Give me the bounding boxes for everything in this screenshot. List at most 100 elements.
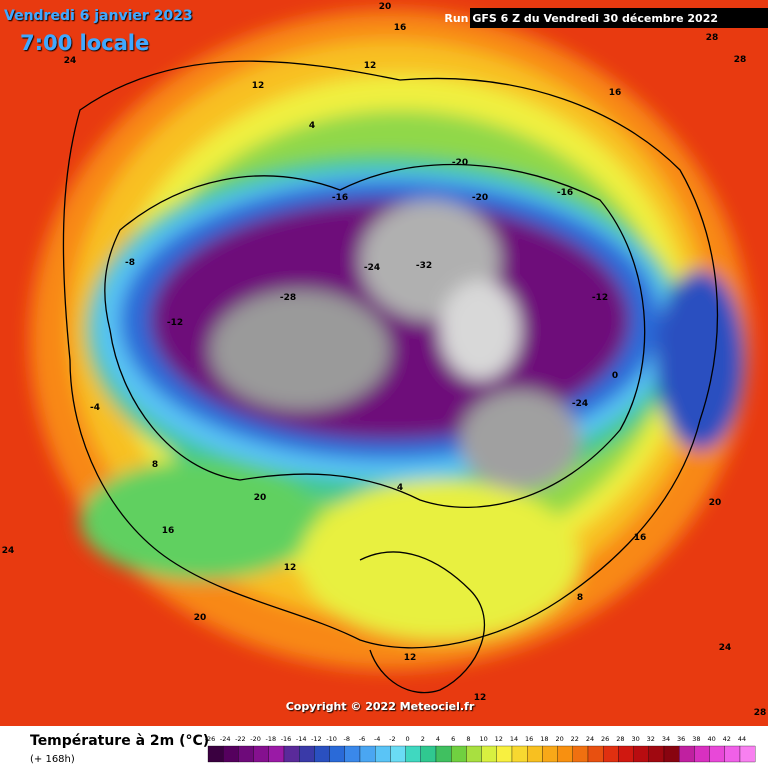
colorbar-tick-label: 14	[510, 735, 518, 743]
map-value-label: -4	[90, 403, 100, 413]
map-value-label: 4	[397, 483, 403, 493]
colorbar-swatch	[739, 745, 756, 763]
map-value-label: 20	[194, 613, 207, 623]
colorbar-swatch	[481, 745, 497, 763]
colorbar-swatch	[405, 745, 421, 763]
colorbar-tick-label: 26	[601, 735, 609, 743]
colorbar-tick-label: 16	[525, 735, 533, 743]
map-value-label: 20	[254, 493, 267, 503]
colorbar-tick-label: 20	[555, 735, 563, 743]
map-value-label: 4	[309, 121, 315, 131]
map-value-label: -32	[416, 261, 432, 271]
map-value-label: 12	[364, 61, 377, 71]
colorbar-tick-label: 18	[540, 735, 548, 743]
map-value-label: 20	[379, 2, 392, 12]
colorbar-tick-label: 44	[738, 735, 746, 743]
colorbar-swatch	[648, 745, 665, 763]
map-value-label: -16	[557, 188, 573, 198]
colorbar-swatch	[709, 745, 725, 763]
colorbar-swatch	[329, 745, 345, 763]
forecast-date: Vendredi 6 janvier 2023	[4, 8, 193, 24]
map-labels: 24 20 16 12 28 28 16 12 4 -20 -16 -24 -32 -28 -12 -8 -4 0…	[2, 2, 767, 718]
colorbar-swatch	[679, 745, 695, 763]
map-value-label: -24	[572, 399, 588, 409]
map-value-label: -20	[472, 193, 488, 203]
colorbar-swatch	[724, 745, 741, 763]
colorbar-swatch	[451, 745, 467, 763]
colorbar-tick-label: -26	[205, 735, 216, 743]
map-value-label: 12	[252, 81, 265, 91]
map-value-label: 16	[162, 526, 175, 536]
colorbar-swatch	[587, 745, 604, 763]
colorbar-swatch	[283, 745, 300, 763]
colorbar-tick-label: 4	[436, 735, 440, 743]
colorbar-tick-label: 42	[723, 735, 731, 743]
forecast-time: 7:00 locale	[20, 31, 149, 55]
colorbar-swatch	[253, 745, 269, 763]
map-value-label: 16	[634, 533, 647, 543]
colorbar-tick-label: 2	[421, 735, 425, 743]
colorbar-tick-label: -4	[374, 735, 380, 743]
map-value-label: 16	[394, 23, 407, 33]
colorbar-swatch	[268, 745, 285, 763]
copyright: Copyright © 2022 Meteociel.fr	[286, 700, 475, 713]
map-value-label: -24	[364, 263, 380, 273]
colorbar-tick-label: 32	[647, 735, 655, 743]
legend-subtitle: (+ 168h)	[30, 754, 75, 765]
colorbar-tick-label: -16	[281, 735, 292, 743]
colorbar-tick-label: -10	[326, 735, 337, 743]
colorbar-swatch	[633, 745, 649, 763]
colorbar-swatch	[314, 745, 330, 763]
colorbar-tick-label: -12	[311, 735, 322, 743]
colorbar-swatch	[466, 745, 482, 763]
colorbar-swatch	[238, 745, 254, 763]
coastlines	[62, 60, 719, 694]
colorbar-swatch	[527, 745, 543, 763]
map-value-label: -12	[592, 293, 608, 303]
colorbar-swatch	[435, 745, 452, 763]
map-value-label: -28	[280, 293, 296, 303]
map-value-label: 8	[577, 593, 583, 603]
colorbar-swatch	[299, 745, 315, 763]
map-value-label: 28	[754, 708, 767, 718]
colorbar-swatch	[359, 745, 376, 763]
map-value-label: 16	[609, 88, 622, 98]
colorbar-tick-label: -14	[296, 735, 307, 743]
map-value-label: 24	[719, 643, 732, 653]
colorbar-tick-label: 36	[677, 735, 685, 743]
colorbar-swatch	[375, 745, 391, 763]
colorbar-tick-label: -22	[235, 735, 246, 743]
colorbar-swatch	[663, 745, 680, 763]
colorbar-tick-label: 28	[616, 735, 624, 743]
colorbar-tick-label: 0	[406, 735, 410, 743]
colorbar-swatch	[618, 745, 634, 763]
colorbar-swatch	[572, 745, 589, 763]
colorbar-tick-label: 22	[571, 735, 579, 743]
colorbar-tick-label: -18	[265, 735, 276, 743]
colorbar-tick-label: 34	[662, 735, 670, 743]
colorbar-tick-label: -8	[344, 735, 350, 743]
map-value-label: -16	[332, 193, 348, 203]
colorbar-tick-label: 10	[479, 735, 487, 743]
colorbar-tick-label: 8	[466, 735, 470, 743]
colorbar-tick-label: -20	[250, 735, 261, 743]
colorbar-swatch	[511, 745, 528, 763]
colorbar-swatch	[557, 745, 573, 763]
colorbar-swatch	[496, 745, 513, 763]
colorbar-tick-label: -2	[389, 735, 395, 743]
colorbar-tick-label: -24	[220, 735, 231, 743]
colorbar-swatch	[603, 745, 619, 763]
colorbar-swatch	[223, 745, 239, 763]
colorbar-swatch	[420, 745, 437, 763]
colorbar: -26 -24 -22 -20 -18 -16 -14 -12 -10 -8 -6 -4 -2 0 2 4 6 8…	[205, 735, 756, 763]
map-value-label: 12	[474, 693, 487, 703]
map-value-label: 28	[706, 33, 719, 43]
legend-title: Température à 2m (°C)	[30, 733, 209, 749]
map-value-label: 12	[284, 563, 297, 573]
colorbar-swatch	[207, 745, 224, 763]
run-box	[470, 8, 768, 28]
map-value-label: 12	[404, 653, 417, 663]
map-value-label: 20	[709, 498, 722, 508]
